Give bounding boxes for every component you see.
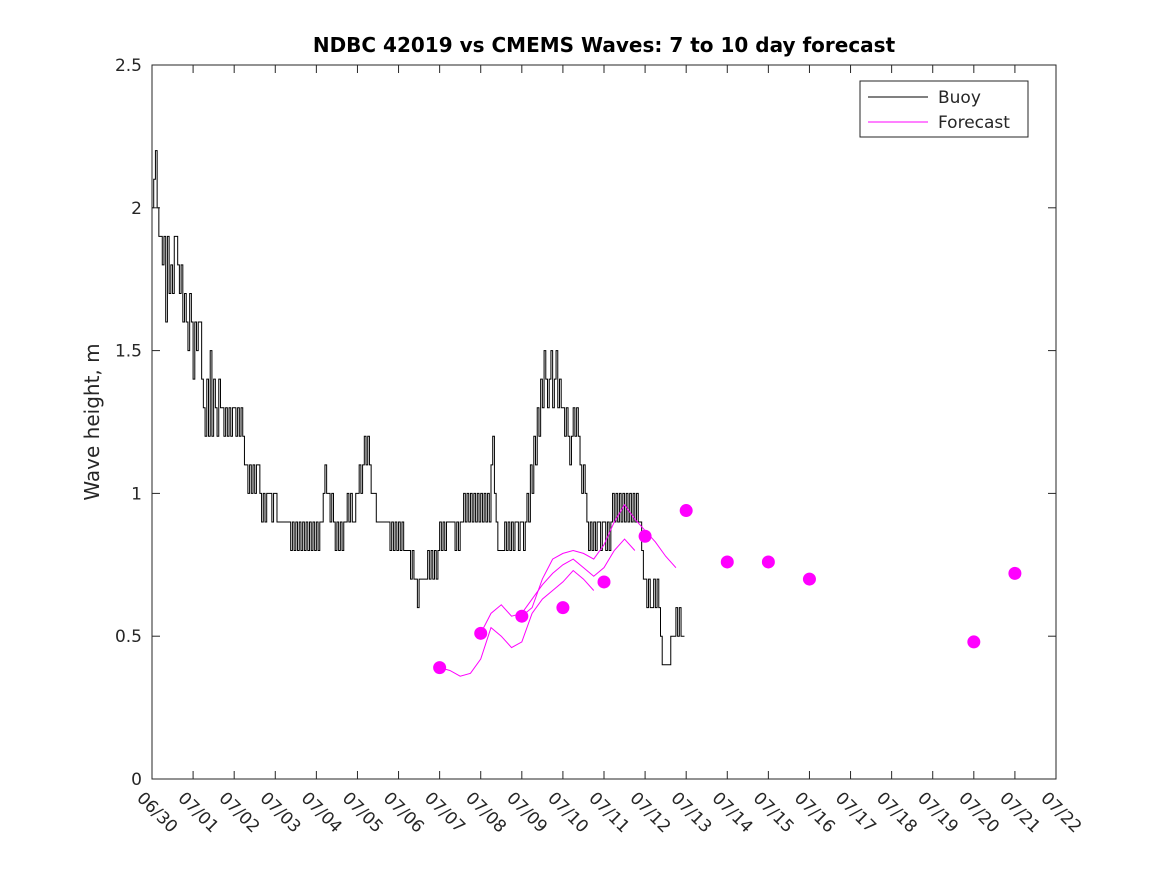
legend-buoy-label: Buoy (938, 88, 981, 108)
forecast-marker (967, 635, 981, 649)
forecast-marker (474, 626, 488, 640)
y-tick-label: 1.5 (115, 342, 142, 362)
plot-area (152, 65, 1056, 779)
forecast-marker (556, 601, 570, 615)
forecast-marker (433, 661, 447, 675)
y-tick-label: 0 (131, 770, 142, 790)
legend-box (859, 80, 1029, 138)
y-axis-label: Wave height, m (80, 343, 104, 500)
forecast-marker (1008, 566, 1022, 580)
forecast-marker (802, 572, 816, 586)
forecast-marker (761, 555, 775, 569)
y-tick-label: 1 (131, 484, 142, 504)
forecast-marker (720, 555, 734, 569)
forecast-marker (679, 504, 693, 518)
legend-forecast-label: Forecast (938, 113, 1010, 133)
y-tick-label: 0.5 (115, 627, 142, 647)
series-forecast-line (480, 538, 636, 634)
series-buoy-line (152, 150, 685, 666)
forecast-marker (638, 529, 652, 543)
chart-title: NDBC 42019 vs CMEMS Waves: 7 to 10 day f… (313, 33, 896, 57)
y-tick-label: 2.5 (115, 56, 142, 76)
forecast-marker (515, 609, 529, 623)
y-tick-label: 2 (131, 199, 142, 219)
chart-legend: Buoy Forecast (859, 80, 1029, 138)
forecast-marker (597, 575, 611, 589)
series-forecast-line (439, 569, 595, 677)
